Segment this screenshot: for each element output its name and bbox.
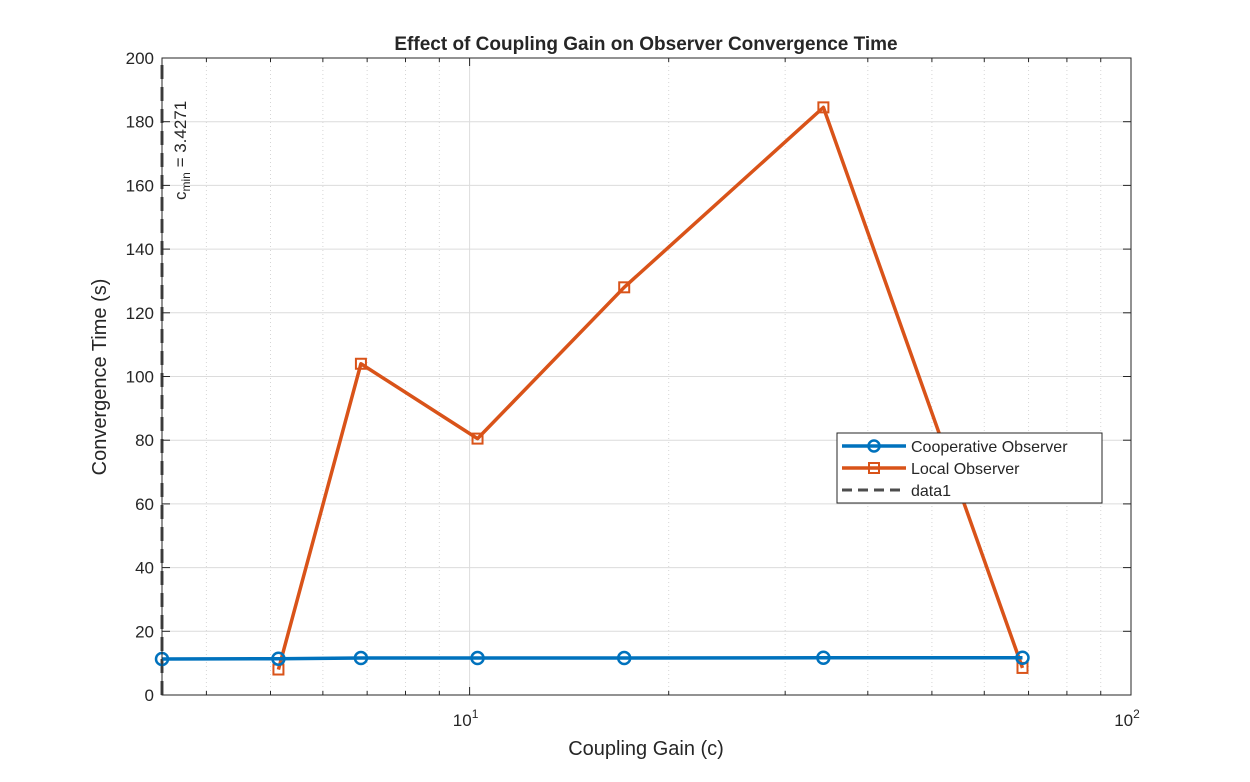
y-tick-label: 60 [135, 495, 154, 514]
data-point-local-observer [817, 101, 830, 114]
data-point-cooperative-observer [271, 651, 286, 666]
series-line-cooperative-observer [161, 655, 1023, 661]
y-tick-label: 120 [126, 304, 154, 323]
annotation-base: c [171, 191, 190, 200]
data-point-cooperative-observer [353, 650, 369, 666]
x-tick-label: 101 [453, 707, 479, 730]
x-tick-label-base: 10 [453, 711, 472, 730]
data-point-cooperative-observer [470, 650, 485, 666]
x-tick-label: 102 [1114, 707, 1140, 730]
series-line-local-observer [276, 105, 1025, 670]
y-tick-label: 20 [135, 622, 154, 641]
data-point-local-observer [354, 357, 367, 370]
data-point-local-observer [618, 281, 631, 294]
y-tick-label: 100 [126, 368, 154, 387]
y-tick-label: 160 [126, 176, 154, 195]
chart-title: Effect of Coupling Gain on Observer Conv… [394, 34, 897, 55]
y-tick-label: 40 [135, 559, 154, 578]
legend-label-local: Local Observer [911, 461, 1020, 478]
y-tick-label: 180 [126, 113, 154, 132]
y-axis-label: Convergence Time (s) [89, 279, 111, 476]
legend-marker-local [868, 462, 880, 474]
y-tick-label: 0 [145, 686, 154, 705]
cmin-annotation: cmin = 3.4271 [171, 101, 193, 200]
legend: Cooperative Observer Local Observer data… [836, 432, 1103, 504]
data-point-cooperative-observer [1015, 650, 1030, 665]
x-axis-label: Coupling Gain (c) [568, 738, 724, 760]
y-tick-label: 140 [126, 240, 154, 259]
x-tick-label-base: 10 [1114, 711, 1133, 730]
x-tick-label-exponent: 2 [1133, 707, 1140, 721]
data-point-local-observer [471, 432, 484, 445]
x-tick-label-exponent: 1 [472, 707, 479, 721]
y-tick-label: 80 [135, 431, 154, 450]
y-tick-label: 200 [126, 49, 154, 68]
legend-marker-cooperative [867, 439, 881, 453]
annotation-subscript: min [179, 172, 193, 191]
legend-label-cooperative: Cooperative Observer [911, 439, 1068, 456]
legend-label-data1: data1 [911, 483, 951, 500]
annotation-value: = 3.4271 [171, 101, 190, 172]
data-point-cooperative-observer [616, 650, 632, 666]
data-point-cooperative-observer [816, 650, 831, 665]
